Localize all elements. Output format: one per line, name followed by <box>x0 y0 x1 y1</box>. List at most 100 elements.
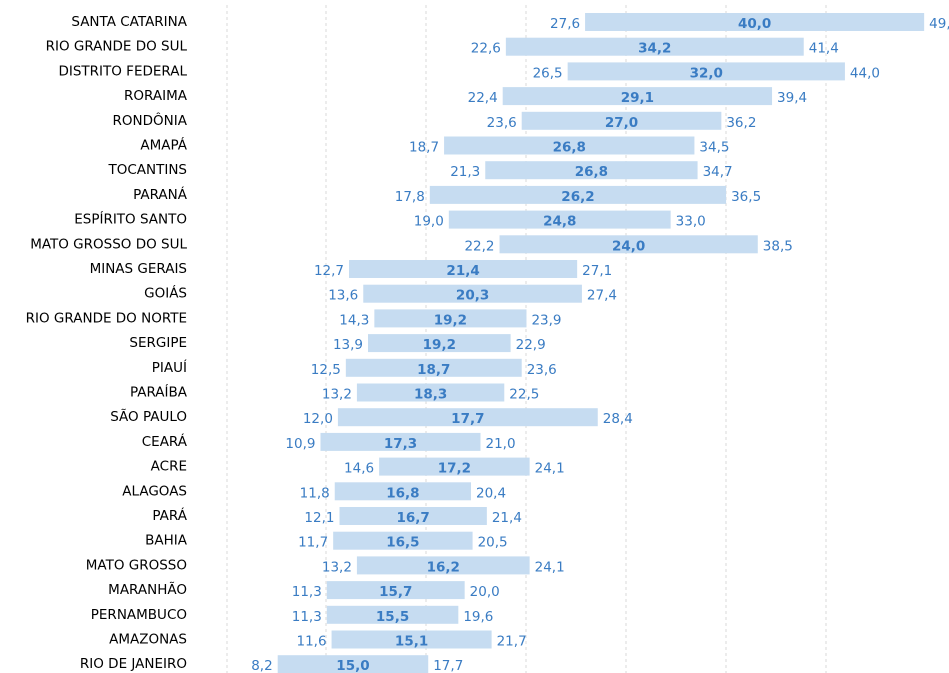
mean-label: 18,3 <box>414 387 447 403</box>
range-bar <box>356 383 505 402</box>
min-label: 27,6 <box>550 16 580 32</box>
min-label: 11,6 <box>297 634 327 650</box>
mean-label: 27,0 <box>605 115 638 131</box>
range-bar <box>356 556 530 575</box>
min-label: 22,2 <box>464 238 494 254</box>
category-label: PARAÍBA <box>130 384 188 401</box>
category-label: RIO DE JANEIRO <box>80 656 187 672</box>
max-label: 20,4 <box>476 485 506 501</box>
category-label: PIAUÍ <box>152 359 187 376</box>
category-label: MARANHÃO <box>108 581 187 598</box>
max-label: 21,4 <box>492 510 522 526</box>
max-label: 21,7 <box>497 634 527 650</box>
range-bar <box>363 284 582 303</box>
category-label: MINAS GERAIS <box>90 261 187 277</box>
max-label: 36,5 <box>731 189 761 205</box>
category-label: ACRE <box>151 459 187 475</box>
min-label: 26,5 <box>533 65 563 81</box>
min-label: 13,9 <box>333 337 363 353</box>
category-label: ESPÍRITO SANTO <box>74 211 187 228</box>
category-label: SÃO PAULO <box>110 408 187 425</box>
min-label: 22,4 <box>468 90 498 106</box>
min-label: 23,6 <box>487 115 517 131</box>
range-bar <box>345 358 522 377</box>
mean-label: 34,2 <box>638 41 671 57</box>
min-label: 17,8 <box>395 189 425 205</box>
max-label: 23,6 <box>527 362 557 378</box>
category-label: DISTRITO FEDERAL <box>58 63 187 79</box>
max-label: 22,9 <box>516 337 546 353</box>
category-label: AMAZONAS <box>109 632 187 648</box>
range-bar <box>368 334 511 353</box>
max-label: 34,7 <box>703 164 733 180</box>
category-label: MATO GROSSO DO SUL <box>30 236 187 252</box>
max-label: 36,2 <box>726 115 756 131</box>
max-label: 33,0 <box>676 214 706 230</box>
mean-label: 18,7 <box>417 362 450 378</box>
max-label: 17,7 <box>433 658 463 673</box>
max-label: 20,0 <box>470 584 500 600</box>
category-label: TOCANTINS <box>107 162 187 178</box>
max-label: 44,0 <box>850 65 880 81</box>
mean-label: 19,2 <box>434 312 467 328</box>
category-label: MATO GROSSO <box>86 557 187 573</box>
mean-label: 19,2 <box>423 337 456 353</box>
max-label: 22,5 <box>509 387 539 403</box>
min-label: 13,6 <box>328 288 358 304</box>
category-label: AMAPÁ <box>140 137 187 154</box>
min-label: 14,6 <box>344 461 374 477</box>
min-label: 12,5 <box>311 362 341 378</box>
category-label: GOIÁS <box>144 285 187 302</box>
max-label: 19,6 <box>463 609 493 625</box>
mean-label: 16,2 <box>427 559 460 575</box>
max-label: 24,1 <box>535 559 565 575</box>
range-bar <box>521 111 722 130</box>
mean-label: 15,7 <box>379 584 412 600</box>
min-label: 18,7 <box>409 140 439 156</box>
mean-label: 15,0 <box>336 658 369 673</box>
range-bar <box>429 185 727 204</box>
min-label: 11,8 <box>300 485 330 501</box>
max-label: 38,5 <box>763 238 793 254</box>
mean-label: 16,7 <box>397 510 430 526</box>
min-label: 8,2 <box>251 658 272 673</box>
min-label: 13,2 <box>322 559 352 575</box>
max-label: 20,5 <box>478 535 508 551</box>
mean-label: 17,2 <box>438 461 471 477</box>
range-bar <box>374 309 527 328</box>
range-bar <box>349 260 578 278</box>
min-label: 11,3 <box>292 609 322 625</box>
max-label: 28,4 <box>603 411 633 427</box>
max-label: 34,5 <box>699 140 729 156</box>
mean-label: 24,0 <box>612 238 645 254</box>
mean-label: 16,8 <box>386 485 419 501</box>
min-label: 11,3 <box>292 584 322 600</box>
range-bar <box>334 482 472 501</box>
max-label: 49,0 <box>929 16 949 32</box>
min-label: 12,1 <box>304 510 334 526</box>
mean-label: 15,5 <box>376 609 409 625</box>
min-label: 14,3 <box>339 312 369 328</box>
range-bar <box>337 408 598 427</box>
max-label: 27,1 <box>582 263 612 279</box>
max-label: 39,4 <box>777 90 807 106</box>
mean-label: 24,8 <box>543 214 576 230</box>
category-label: CEARÁ <box>142 433 188 450</box>
category-label: BAHIA <box>145 533 188 549</box>
category-label: PARÁ <box>152 507 187 524</box>
range-bar <box>331 630 492 649</box>
mean-label: 40,0 <box>738 16 771 32</box>
category-label: RONDÔNIA <box>113 111 188 129</box>
category-label: PARANÁ <box>133 186 188 203</box>
mean-label: 17,7 <box>451 411 484 427</box>
category-label: SANTA CATARINA <box>71 14 187 30</box>
range-bar <box>333 531 473 550</box>
max-label: 41,4 <box>809 41 839 57</box>
min-label: 21,3 <box>450 164 480 180</box>
mean-label: 32,0 <box>690 65 723 81</box>
min-label: 13,2 <box>322 387 352 403</box>
mean-label: 17,3 <box>384 436 417 452</box>
range-bar <box>585 13 925 31</box>
range-bar <box>326 605 459 624</box>
